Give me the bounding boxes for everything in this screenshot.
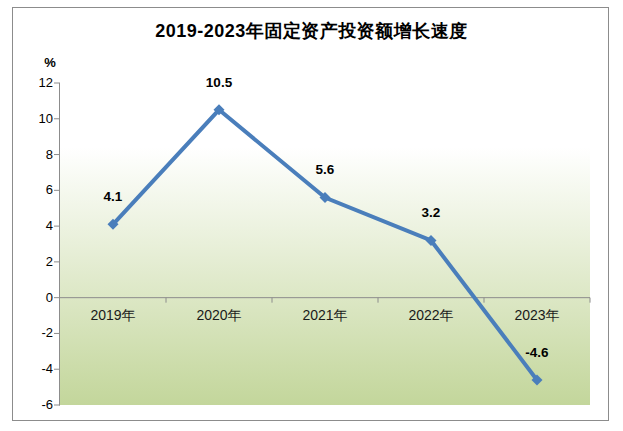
- y-tick-label: 4: [19, 217, 53, 235]
- chart-canvas: 2019-2023年固定资产投资额增长速度 % 121086420-2-4-62…: [0, 0, 623, 431]
- y-tick-label: 12: [19, 74, 53, 92]
- x-axis-label: 2021年: [280, 306, 370, 324]
- y-tick-label: 0: [19, 289, 53, 307]
- x-axis-label: 2019年: [68, 306, 158, 324]
- y-tick-label: 6: [19, 181, 53, 199]
- x-axis-label: 2023年: [492, 306, 582, 324]
- y-tick-label: 2: [19, 253, 53, 271]
- y-tick-label: -2: [19, 324, 53, 342]
- data-label: -4.6: [507, 344, 567, 362]
- y-tick-label: 10: [19, 110, 53, 128]
- x-axis-label: 2022年: [386, 306, 476, 324]
- labels-layer: 12 10 8 6 4 2 0 -2 -4 -6 2019年 2020年 2021年 2022年 2023年…: [0, 0, 623, 431]
- y-tick-label: 8: [19, 146, 53, 164]
- data-label: 10.5: [189, 74, 249, 92]
- data-label: 3.2: [401, 204, 461, 222]
- data-label: 4.1: [83, 188, 143, 206]
- x-axis-label: 2020年: [174, 306, 264, 324]
- data-label: 5.6: [295, 161, 355, 179]
- y-tick-label: -4: [19, 360, 53, 378]
- y-tick-label: -6: [19, 396, 53, 414]
